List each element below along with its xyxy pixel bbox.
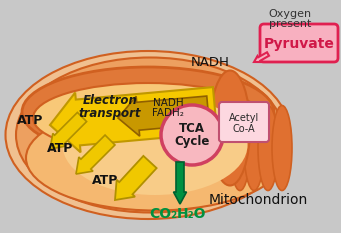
- Ellipse shape: [22, 67, 274, 157]
- Text: Co-A: Co-A: [233, 124, 255, 134]
- FancyBboxPatch shape: [260, 24, 338, 62]
- FancyArrow shape: [118, 96, 209, 136]
- Text: Acetyl: Acetyl: [229, 113, 259, 123]
- Ellipse shape: [16, 58, 284, 212]
- Text: Pyruvate: Pyruvate: [264, 37, 335, 51]
- Text: present: present: [269, 19, 311, 29]
- Ellipse shape: [244, 106, 264, 191]
- FancyArrow shape: [115, 156, 157, 200]
- Ellipse shape: [210, 71, 250, 185]
- FancyArrow shape: [174, 162, 187, 204]
- Text: Mitochondrion: Mitochondrion: [208, 193, 308, 207]
- Text: ATP: ATP: [47, 141, 73, 154]
- Text: ATP: ATP: [17, 113, 43, 127]
- Ellipse shape: [258, 106, 278, 191]
- FancyArrow shape: [50, 87, 217, 152]
- Text: CO₂: CO₂: [149, 207, 177, 221]
- Text: Cycle: Cycle: [174, 134, 210, 147]
- Ellipse shape: [272, 106, 292, 191]
- Text: NADH: NADH: [191, 55, 229, 69]
- Ellipse shape: [230, 106, 250, 191]
- Ellipse shape: [26, 106, 284, 210]
- Text: transport: transport: [79, 106, 141, 120]
- Text: Oxygen: Oxygen: [268, 9, 312, 19]
- FancyArrow shape: [76, 135, 115, 174]
- Ellipse shape: [5, 51, 291, 219]
- Text: TCA: TCA: [179, 123, 205, 136]
- Text: H₂O: H₂O: [177, 207, 207, 221]
- Ellipse shape: [33, 83, 263, 153]
- FancyArrow shape: [254, 52, 269, 62]
- Text: FADH₂: FADH₂: [152, 108, 184, 118]
- Text: NADH: NADH: [153, 98, 183, 108]
- FancyBboxPatch shape: [219, 102, 269, 142]
- Text: ATP: ATP: [92, 174, 118, 186]
- Ellipse shape: [62, 95, 248, 195]
- Ellipse shape: [161, 105, 223, 165]
- FancyArrow shape: [50, 112, 87, 149]
- Text: Electron: Electron: [83, 95, 137, 107]
